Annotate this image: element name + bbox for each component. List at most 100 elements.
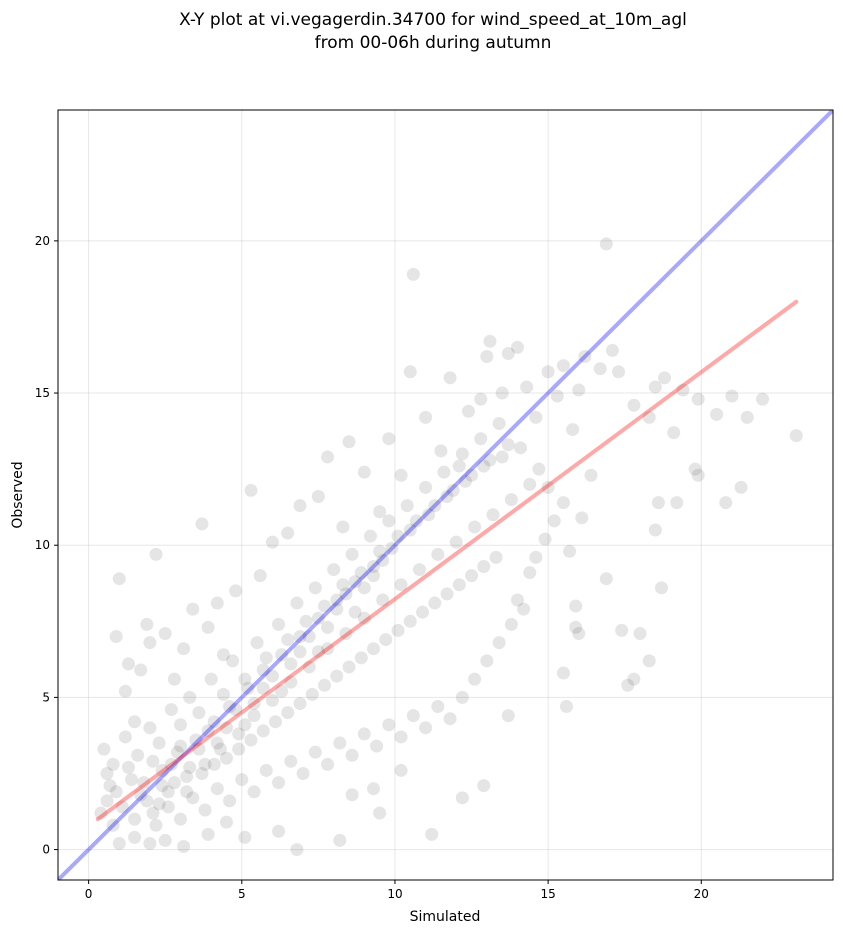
data-point <box>468 520 482 534</box>
data-point <box>428 596 442 610</box>
data-point <box>333 833 347 847</box>
data-point <box>342 660 356 674</box>
data-point <box>440 490 454 504</box>
data-point <box>100 766 114 780</box>
data-point <box>559 700 573 714</box>
data-point <box>103 779 117 793</box>
data-point <box>382 718 396 732</box>
data-point <box>174 739 188 753</box>
data-point <box>268 715 282 729</box>
data-point <box>106 757 120 771</box>
data-point <box>406 709 420 723</box>
data-point <box>461 404 475 418</box>
data-point <box>265 535 279 549</box>
data-point <box>605 343 619 357</box>
data-point <box>118 730 132 744</box>
data-point <box>284 754 298 768</box>
data-point <box>455 791 469 805</box>
data-point <box>391 623 405 637</box>
data-point <box>321 642 335 656</box>
data-point <box>394 468 408 482</box>
data-point <box>192 742 206 756</box>
data-point <box>167 776 181 790</box>
data-point <box>394 578 408 592</box>
data-point <box>416 605 430 619</box>
data-point <box>676 383 690 397</box>
data-point <box>357 611 371 625</box>
data-point <box>357 465 371 479</box>
data-point <box>477 560 491 574</box>
regression-line <box>95 299 799 822</box>
data-point <box>318 599 332 613</box>
data-point <box>354 651 368 665</box>
data-point <box>321 757 335 771</box>
data-point <box>210 596 224 610</box>
y-tick-label: 5 <box>42 690 50 704</box>
data-point <box>207 757 221 771</box>
data-point <box>118 684 132 698</box>
data-point <box>465 569 479 583</box>
data-point <box>688 462 702 476</box>
data-point <box>265 669 279 683</box>
data-point <box>167 672 181 686</box>
data-point <box>259 651 273 665</box>
data-point <box>272 776 286 790</box>
chart-title-line-1: X-Y plot at vi.vegagerdin.34700 for wind… <box>179 10 687 30</box>
data-point <box>284 675 298 689</box>
data-point <box>250 636 264 650</box>
data-point <box>275 684 289 698</box>
data-point <box>177 642 191 656</box>
data-point <box>247 709 261 723</box>
data-point <box>174 812 188 826</box>
data-point <box>455 447 469 461</box>
data-point <box>229 703 243 717</box>
data-point <box>354 566 368 580</box>
data-point <box>431 547 445 561</box>
data-point <box>281 706 295 720</box>
data-point <box>520 380 534 394</box>
data-point <box>379 633 393 647</box>
data-point <box>486 508 500 522</box>
data-point <box>244 483 258 497</box>
data-point <box>599 237 613 251</box>
data-point <box>186 602 200 616</box>
data-point <box>710 407 724 421</box>
data-point <box>140 617 154 631</box>
data-point <box>293 696 307 710</box>
x-tick-label: 5 <box>238 887 246 901</box>
data-point <box>452 459 466 473</box>
data-point <box>385 541 399 555</box>
data-point <box>152 797 166 811</box>
data-point <box>149 818 163 832</box>
data-point <box>121 657 135 671</box>
data-point <box>128 715 142 729</box>
data-point <box>578 350 592 364</box>
data-point <box>409 514 423 528</box>
data-point <box>330 602 344 616</box>
data-point <box>428 499 442 513</box>
data-point <box>367 569 381 583</box>
data-point <box>342 435 356 449</box>
data-point <box>256 681 270 695</box>
data-point <box>284 657 298 671</box>
data-point <box>155 779 169 793</box>
data-point <box>112 572 126 586</box>
data-point <box>308 581 322 595</box>
data-point <box>134 788 148 802</box>
data-point <box>198 803 212 817</box>
data-point <box>281 633 295 647</box>
data-point <box>495 386 509 400</box>
one-to-one-line <box>58 110 833 880</box>
data-point <box>449 535 463 549</box>
data-point <box>394 730 408 744</box>
data-point <box>158 833 172 847</box>
data-point <box>357 727 371 741</box>
data-point <box>510 593 524 607</box>
data-point <box>183 690 197 704</box>
data-point <box>615 623 629 637</box>
data-point <box>265 693 279 707</box>
plot-frame <box>57 109 834 881</box>
data-point <box>305 687 319 701</box>
data-point <box>455 690 469 704</box>
